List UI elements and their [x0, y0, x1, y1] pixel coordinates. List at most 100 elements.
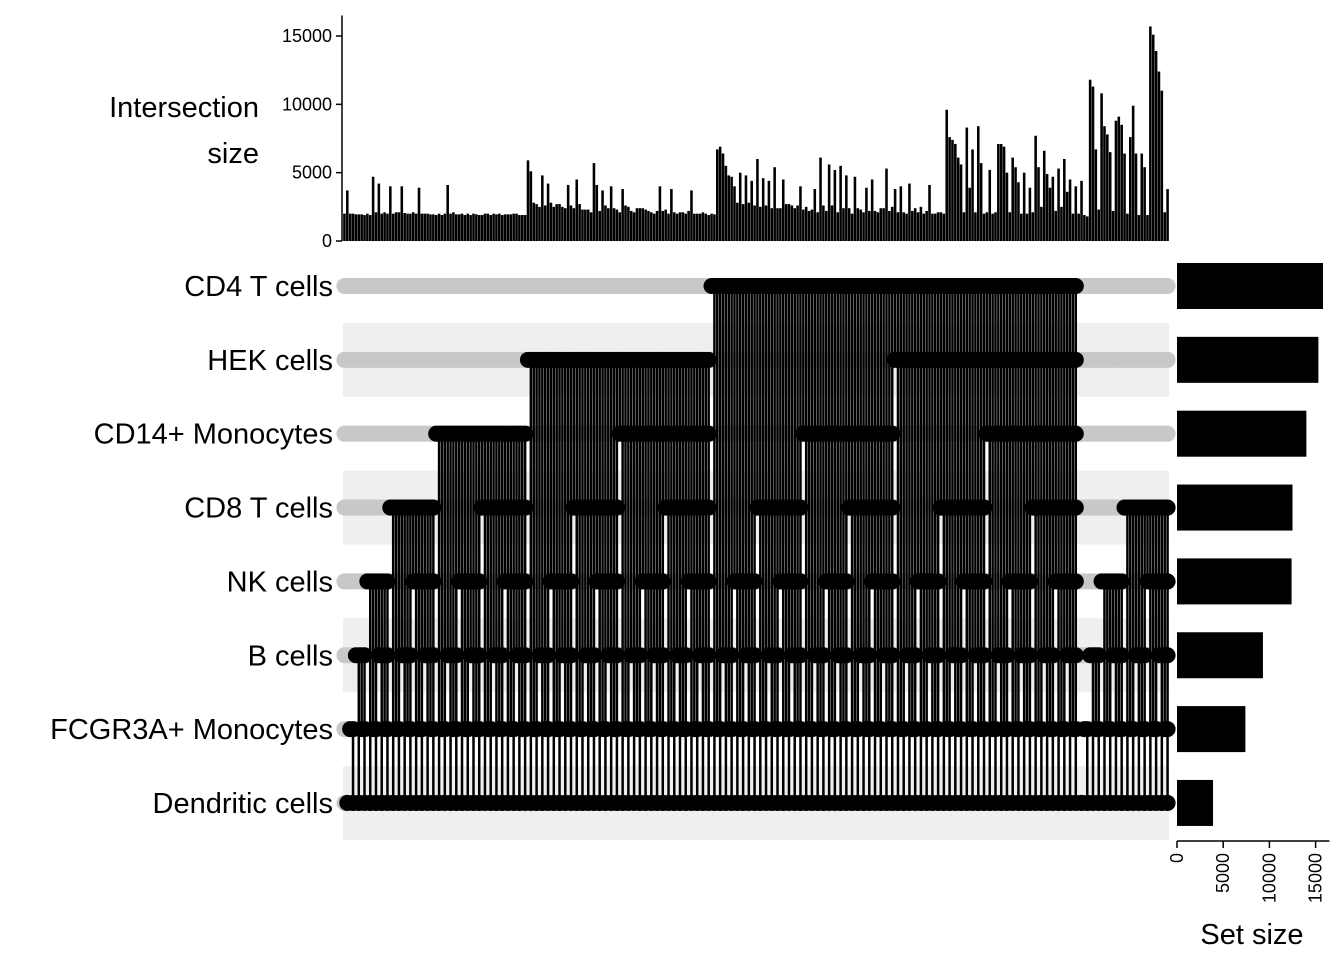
intersection-bar	[543, 205, 547, 241]
intersection-bar	[1045, 174, 1049, 241]
matrix-dot-filled	[471, 647, 488, 664]
intersection-bar	[833, 169, 837, 241]
intersection-bar	[870, 179, 874, 241]
matrix-dot-filled	[471, 573, 488, 590]
intersection-bar	[607, 208, 610, 241]
intersection-bar	[644, 209, 647, 241]
intersection-bar	[913, 208, 917, 241]
intersection-bar	[618, 212, 622, 241]
matrix-dot-empty	[1159, 425, 1176, 442]
intersection-bar	[426, 213, 429, 241]
intersection-bar	[764, 205, 768, 241]
intersection-bar	[446, 184, 449, 241]
intersection-bar	[515, 213, 518, 241]
intersection-bar	[976, 126, 980, 241]
x-tick-label: 10000	[1259, 853, 1279, 903]
intersection-bar	[1120, 124, 1123, 241]
intersection-bar	[856, 208, 860, 241]
intersection-bar	[546, 183, 550, 241]
intersection-bar	[827, 164, 831, 241]
intersection-bar	[922, 213, 926, 241]
intersection-bar	[1071, 213, 1075, 241]
set-label: NK cells	[227, 566, 333, 598]
set-label: FCGR3A+ Monocytes	[50, 714, 333, 746]
set-size-axis: 0 5000 10000 15000	[1167, 840, 1330, 903]
matrix-dot-filled	[1067, 647, 1084, 664]
intersection-bar	[409, 213, 412, 241]
intersection-bar	[939, 212, 943, 241]
intersection-bar	[1134, 153, 1138, 241]
intersection-bar	[1091, 86, 1095, 241]
intersection-bar	[911, 210, 914, 241]
matrix-dot-filled	[792, 647, 809, 664]
intersection-bar	[1060, 206, 1063, 241]
matrix-dot-filled	[540, 647, 557, 664]
intersection-bar	[1117, 116, 1121, 241]
intersection-bar	[638, 208, 642, 241]
set-size-axis-title: Set size	[1200, 919, 1303, 951]
intersection-bar	[693, 213, 696, 241]
intersection-bar	[1140, 153, 1144, 241]
intersection-bar	[584, 209, 587, 241]
intersection-bar	[1005, 172, 1009, 241]
matrix-dot-filled	[700, 573, 717, 590]
intersection-bar	[480, 215, 484, 241]
intersection-bar	[348, 213, 352, 241]
intersection-bar	[790, 205, 794, 241]
intersection-bar	[1137, 215, 1141, 241]
matrix-dot-filled	[769, 647, 786, 664]
intersection-bar	[1022, 172, 1026, 241]
x-tick-label: 15000	[1306, 853, 1326, 903]
intersection-bar	[948, 137, 951, 241]
matrix-dot-empty	[1159, 351, 1176, 368]
intersection-bar	[1042, 150, 1046, 241]
intersection-bar	[641, 208, 644, 241]
intersection-bar	[999, 143, 1003, 241]
intersection-bar	[1085, 216, 1089, 241]
intersection-bar	[695, 213, 699, 241]
intersection-bar	[609, 186, 613, 241]
intersection-bar	[429, 214, 432, 241]
intersection-bar	[908, 183, 911, 241]
intersection-bar	[1002, 146, 1006, 241]
intersection-size-bars	[343, 26, 1169, 242]
intersection-bar	[366, 213, 369, 241]
intersection-axis-title-line2: size	[207, 138, 259, 170]
matrix-dot-filled	[1113, 647, 1130, 664]
intersection-bar	[437, 213, 441, 241]
intersection-bar	[1014, 167, 1017, 241]
matrix-dot-filled	[608, 499, 625, 516]
intersection-bar	[475, 214, 478, 241]
intersection-bar	[555, 204, 558, 241]
intersection-bar	[420, 213, 424, 241]
intersection-bar	[1143, 167, 1146, 241]
intersection-bar	[414, 213, 418, 241]
intersection-bar	[360, 214, 363, 241]
intersection-bar	[733, 186, 736, 241]
intersection-bar	[799, 186, 802, 241]
matrix-dot-filled	[1113, 573, 1130, 590]
intersection-bar	[796, 205, 799, 241]
intersection-bar	[684, 213, 688, 241]
intersection-bar	[899, 186, 903, 241]
matrix-dot-filled	[975, 499, 993, 516]
intersection-bar	[690, 190, 693, 241]
intersection-bar	[761, 178, 765, 241]
intersection-bar	[1166, 189, 1169, 241]
intersection-bar	[1146, 215, 1149, 241]
matrix-dot-filled	[356, 647, 373, 664]
intersection-bar	[391, 213, 395, 241]
set-size-bar	[1177, 558, 1292, 605]
intersection-bar	[1020, 213, 1023, 241]
intersection-bar	[538, 206, 541, 241]
intersection-bar	[595, 184, 599, 241]
intersection-bar	[718, 146, 722, 241]
matrix-dot-filled	[884, 647, 901, 664]
intersection-bar	[813, 189, 817, 241]
intersection-bar	[558, 204, 561, 241]
matrix-dot-filled	[608, 573, 625, 590]
intersection-bar	[650, 212, 653, 241]
intersection-bar	[1126, 213, 1129, 241]
matrix-dot-filled	[1067, 573, 1084, 590]
intersection-bar	[552, 206, 556, 241]
